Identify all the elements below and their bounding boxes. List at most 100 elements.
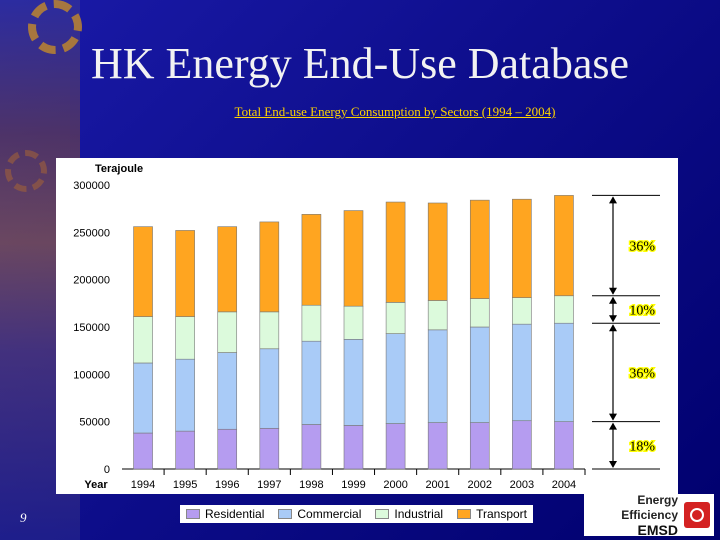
legend-item-residential: Residential <box>186 507 264 521</box>
bar-segment-transport <box>469 199 490 299</box>
y-axis-label: Terajoule <box>95 163 143 175</box>
annotation-arrowhead-up <box>609 422 617 430</box>
bar-segment-commercial <box>343 339 364 426</box>
x-tick-label: 1995 <box>173 479 197 491</box>
bar-segment-residential <box>343 425 364 470</box>
bar-segment-residential <box>133 432 153 470</box>
bar-segment-residential <box>385 423 406 470</box>
bar-segment-industrial <box>301 304 322 342</box>
legend-swatch-industrial <box>375 509 390 519</box>
bar-segment-transport <box>175 230 195 317</box>
x-axis-label: Year <box>84 479 108 491</box>
chart-subtitle: Total End-use Energy Consumption by Sect… <box>234 104 556 119</box>
annotation-arrowhead-down <box>609 461 617 468</box>
bar-segment-industrial <box>554 295 574 324</box>
y-tick-label: 150000 <box>73 322 110 334</box>
bar-segment-transport <box>259 221 280 313</box>
legend-swatch-transport <box>457 509 472 519</box>
bar-segment-commercial <box>512 323 532 422</box>
bar-segment-residential <box>217 428 238 470</box>
y-tick-label: 0 <box>104 464 110 476</box>
chart-panel <box>56 158 678 494</box>
x-tick-label: 2004 <box>552 479 576 491</box>
logo-text: Energy Efficiency EMSD <box>584 493 678 538</box>
gear-icon-small <box>5 150 47 192</box>
slide-title: HK Energy End-Use Database <box>90 39 629 88</box>
annotation-arrowhead-down <box>609 413 617 421</box>
x-tick-label: 1999 <box>341 479 365 491</box>
bar-segment-transport <box>301 214 322 306</box>
bar-segment-commercial <box>259 348 280 429</box>
bar-segment-commercial <box>554 322 574 422</box>
bar-segment-industrial <box>469 298 490 328</box>
annotation-arrowhead-up <box>609 324 617 332</box>
bar-segment-residential <box>259 427 280 470</box>
x-tick-label: 1998 <box>299 479 323 491</box>
y-tick-label: 50000 <box>79 417 110 429</box>
bar-segment-industrial <box>343 305 364 340</box>
bar-segment-commercial <box>133 362 153 434</box>
bar-segment-commercial <box>301 340 322 425</box>
bar-segment-residential <box>469 422 490 470</box>
bar-segment-industrial <box>217 311 238 353</box>
bar-segment-industrial <box>512 297 532 325</box>
annotation-arrowhead-up <box>609 196 617 204</box>
bar-segment-commercial <box>175 358 195 432</box>
page-number: 9 <box>20 510 27 525</box>
bar-segment-transport <box>217 226 238 313</box>
bar-segment-transport <box>133 226 153 317</box>
emsd-logo-icon <box>684 502 710 528</box>
bar-segment-industrial <box>133 316 153 364</box>
x-tick-label: 1996 <box>215 479 239 491</box>
bar-segment-transport <box>427 202 448 301</box>
share-annotation-label: 36% <box>629 240 655 255</box>
emsd-logo: Energy Efficiency EMSD <box>584 493 714 538</box>
bar-segment-transport <box>385 201 406 303</box>
x-tick-label: 2000 <box>383 479 407 491</box>
logo-line-2: EMSD <box>637 521 678 538</box>
bar-segment-residential <box>512 420 532 470</box>
bar-segment-commercial <box>469 326 490 423</box>
bar-segment-transport <box>512 198 532 298</box>
share-annotation-label: 10% <box>629 303 655 318</box>
gear-icon <box>28 0 82 54</box>
share-annotation-label: 36% <box>629 366 655 381</box>
bar-segment-residential <box>301 424 322 470</box>
bar-segment-commercial <box>385 333 406 424</box>
bar-segment-industrial <box>385 302 406 334</box>
y-tick-label: 100000 <box>73 369 110 381</box>
bar-segment-residential <box>175 430 195 470</box>
legend-swatch-residential <box>186 509 200 519</box>
annotation-arrowhead-down <box>609 315 617 323</box>
y-tick-label: 300000 <box>73 180 110 192</box>
legend-label-residential: Residential <box>205 507 265 521</box>
bar-segment-transport <box>343 210 364 307</box>
legend-label-industrial: Industrial <box>394 507 444 521</box>
legend-label-commercial: Commercial <box>297 507 362 521</box>
y-tick-label: 200000 <box>73 275 110 287</box>
bar-segment-residential <box>554 421 574 470</box>
chart-legend: Residential Commercial Industrial Transp… <box>180 505 533 523</box>
legend-swatch-commercial <box>278 509 293 519</box>
bar-segment-transport <box>554 195 574 297</box>
x-tick-label: 1997 <box>257 479 281 491</box>
x-tick-label: 1994 <box>131 479 155 491</box>
bar-segment-commercial <box>427 329 448 423</box>
bar-segment-commercial <box>217 352 238 430</box>
annotation-arrowhead-up <box>609 296 617 304</box>
legend-item-transport: Transport <box>457 507 527 521</box>
annotation-arrowhead-down <box>609 287 617 295</box>
x-tick-label: 2001 <box>425 479 449 491</box>
legend-label-transport: Transport <box>476 507 527 521</box>
y-tick-label: 250000 <box>73 227 110 239</box>
x-tick-label: 2002 <box>468 479 492 491</box>
share-annotation-label: 18% <box>629 439 655 454</box>
logo-line-1: Energy Efficiency <box>621 492 678 522</box>
stacked-bar-chart: Terajoule 0 50000 100000 150000 200000 250000 3… <box>73 163 660 491</box>
bar-segment-industrial <box>427 300 448 331</box>
x-tick-label: 2003 <box>510 479 534 491</box>
legend-item-commercial: Commercial <box>278 507 361 521</box>
bar-segment-industrial <box>259 311 280 350</box>
bar-segment-residential <box>427 422 448 470</box>
